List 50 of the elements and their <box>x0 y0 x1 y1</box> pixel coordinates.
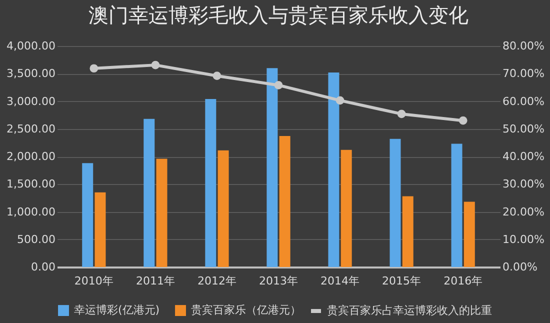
x-tick-label: 2013年 <box>259 274 298 288</box>
x-tick-label: 2010年 <box>74 274 114 288</box>
y-tick-label: 2,500.00 <box>6 122 56 136</box>
y2-tick-label: 0.00% <box>502 260 538 274</box>
bar <box>328 72 340 267</box>
x-tick-label: 2011年 <box>136 274 175 288</box>
point <box>397 110 406 118</box>
y2-tick-label: 40.00% <box>502 150 544 163</box>
y2-tick-label: 70.00% <box>502 67 544 80</box>
x-tick-label: 2012年 <box>197 274 236 288</box>
y-tick-label: 1,500.00 <box>6 178 56 191</box>
y-tick-label: 500.00 <box>17 232 56 246</box>
y2-tick-label: 10.00% <box>502 232 544 246</box>
y-tick-label: 0.00 <box>31 260 56 274</box>
point <box>336 96 344 105</box>
bar <box>451 144 462 267</box>
y-tick-label: 4,000.00 <box>6 40 56 52</box>
bar <box>94 192 106 267</box>
legend-label: 贵宾百家乐占幸运博彩收入的比重 <box>327 304 492 317</box>
x-tick-label: 2014年 <box>320 274 360 288</box>
bar <box>390 138 401 267</box>
point <box>90 64 98 73</box>
y-tick-label: 1,000.00 <box>6 205 56 218</box>
point <box>274 81 283 90</box>
y2-tick-label: 30.00% <box>502 178 544 191</box>
point <box>151 60 160 70</box>
bar <box>218 150 229 267</box>
y2-tick-label: 50.00% <box>502 122 544 136</box>
bar <box>266 68 278 267</box>
y2-tick-label: 20.00% <box>502 205 544 218</box>
bar <box>279 136 290 267</box>
point <box>212 72 222 80</box>
y2-tick-label: 60.00% <box>502 94 544 108</box>
bar <box>340 150 352 267</box>
point <box>458 116 468 125</box>
bar <box>156 158 168 267</box>
y-tick-label: 2,000.00 <box>6 150 56 163</box>
bar <box>205 99 216 267</box>
chart-title: 澳门幸运博彩毛收入与贵宾百家乐收入变化 <box>88 3 468 27</box>
legend-label: 贵宾百家乐（亿港元） <box>191 304 301 317</box>
bar <box>402 196 414 267</box>
y-tick-label: 3,000.00 <box>6 94 56 108</box>
legend-label: 幸运博彩(亿港元) <box>74 304 160 317</box>
y-tick-label: 3,500.00 <box>6 67 56 80</box>
y2-tick-label: 80.00% <box>502 40 544 52</box>
x-tick-label: 2016年 <box>444 274 483 288</box>
bar <box>144 118 155 267</box>
bar <box>464 202 475 267</box>
bar <box>82 163 94 267</box>
x-tick-label: 2015年 <box>382 274 422 288</box>
